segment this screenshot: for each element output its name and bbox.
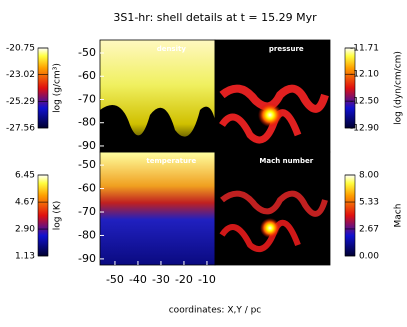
y-tick-label: -60 bbox=[78, 69, 96, 82]
colorbar bbox=[37, 47, 49, 129]
panel-label: Mach number bbox=[259, 157, 313, 165]
colorbar-tick-label: -23.02 bbox=[6, 70, 35, 80]
y-tick-label: -50 bbox=[78, 46, 96, 59]
x-tick-label: -40 bbox=[129, 273, 147, 286]
colorbar-label: Mach bbox=[394, 204, 404, 228]
y-tick-label: -80 bbox=[78, 116, 96, 129]
colorbar bbox=[344, 174, 356, 257]
colorbar bbox=[37, 174, 49, 257]
colorbar-tick-label: -11.71 bbox=[350, 44, 379, 54]
y-tick-label: -80 bbox=[78, 228, 96, 241]
colorbar-tick-label: 4.67 bbox=[15, 198, 35, 208]
colorbar-tick-label: -12.50 bbox=[350, 97, 379, 107]
title: 3S1-hr: shell details at t = 15.29 Myr bbox=[113, 11, 317, 24]
x-tick-label: -20 bbox=[175, 273, 193, 286]
y-tick-label: -70 bbox=[78, 92, 96, 105]
x-tick-label: -30 bbox=[152, 273, 170, 286]
colorbar-tick-label: -27.56 bbox=[6, 124, 35, 134]
colorbar-label: log (g/cm³) bbox=[53, 63, 63, 113]
colorbar-tick-label: -25.29 bbox=[6, 97, 35, 107]
panel-label: temperature bbox=[146, 157, 196, 165]
colorbar-tick-label: -12.10 bbox=[350, 70, 379, 80]
y-tick-label: -90 bbox=[78, 139, 96, 152]
colorbar bbox=[344, 47, 356, 129]
colorbar-tick-label: -20.75 bbox=[6, 44, 35, 54]
colorbar-tick-label: 0.00 bbox=[359, 252, 379, 262]
colorbar-tick-label: -12.90 bbox=[350, 124, 379, 134]
panel-label: pressure bbox=[269, 45, 304, 53]
x-tick-label: -10 bbox=[198, 273, 216, 286]
colorbar-tick-label: 5.33 bbox=[359, 198, 379, 208]
colorbar-tick-label: 2.90 bbox=[15, 225, 35, 235]
colorbar-label: log (K) bbox=[53, 201, 63, 231]
colorbar-tick-label: 8.00 bbox=[359, 171, 379, 181]
panel-frame bbox=[214, 151, 331, 266]
colorbar-label: log (dyn/cm/cm) bbox=[394, 51, 404, 125]
panel-label: density bbox=[157, 45, 187, 53]
colorbar-tick-label: 6.45 bbox=[15, 171, 35, 181]
y-tick-label: -90 bbox=[78, 252, 96, 265]
x-axis-label: coordinates: X,Y / pc bbox=[169, 306, 262, 316]
y-tick-label: -50 bbox=[78, 158, 96, 171]
colorbar-tick-label: 2.67 bbox=[359, 224, 379, 234]
y-tick-label: -70 bbox=[78, 205, 96, 218]
x-tick-label: -50 bbox=[106, 273, 124, 286]
y-tick-label: -60 bbox=[78, 182, 96, 195]
colorbar-tick-label: 1.13 bbox=[15, 252, 35, 262]
panel-images bbox=[100, 40, 330, 265]
